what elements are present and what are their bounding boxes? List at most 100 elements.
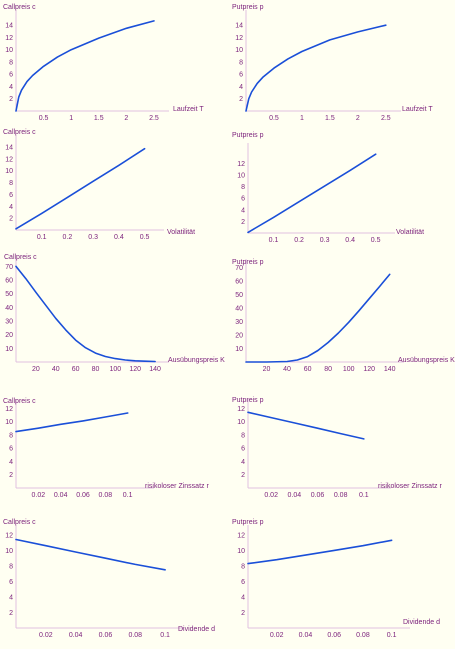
chart-3-y-tick-label: 4	[9, 204, 13, 211]
chart-7-y-tick-label: 8	[9, 432, 13, 439]
chart-9-x-axis-label: Dividende d	[178, 626, 215, 633]
chart-6-x-axis-label: Ausübungspreis K	[398, 357, 455, 364]
chart-6-y-tick-label: 70	[235, 265, 243, 272]
chart-5-y-tick-label: 20	[5, 332, 13, 339]
chart-6-y-tick-label: 30	[235, 319, 243, 326]
chart-10-y-tick-label: 4	[241, 594, 245, 601]
chart-4-y-tick-label: 6	[241, 196, 245, 203]
chart-2-y-tick-label: 6	[239, 72, 243, 79]
chart-10-x-tick-label: 0.08	[356, 632, 370, 639]
chart-1-y-tick-label: 14	[5, 23, 13, 30]
chart-3-y-tick-label: 12	[5, 156, 13, 163]
chart-9-y-tick-label: 8	[9, 563, 13, 570]
chart-3-series-line-1	[15, 147, 146, 230]
chart-4-x-tick-label: 0.5	[371, 237, 381, 244]
chart-2-y-axis-label: Putpreis p	[232, 4, 264, 11]
chart-3-x-tick-label: 0.1	[37, 234, 47, 241]
chart-10-y-tick-label: 8	[241, 563, 245, 570]
chart-1-x-tick-label: 1	[69, 115, 73, 122]
chart-10-x-axis-label: Dividende d	[403, 619, 440, 626]
chart-4-series-line-1	[247, 153, 377, 234]
chart-9-y-tick-label: 6	[9, 579, 13, 586]
chart-1-x-tick-label: 2	[124, 115, 128, 122]
chart-6-y-tick-label: 10	[235, 346, 243, 353]
chart-6-x-tick-label: 20	[263, 366, 271, 373]
chart-1-x-tick-label: 0.5	[39, 115, 49, 122]
chart-7-x-axis-label: risikoloser Zinssatz r	[145, 483, 209, 490]
chart-4-x-tick-label: 0.1	[269, 237, 279, 244]
chart-8-y-tick-label: 4	[241, 459, 245, 466]
chart-4-x-axis-label: Volatilität	[396, 229, 424, 236]
chart-7-y-tick-label: 6	[9, 446, 13, 453]
chart-9-x-tick-label: 0.04	[69, 632, 83, 639]
chart-3-y-tick-label: 8	[9, 180, 13, 187]
chart-4-y-tick-label: 12	[237, 161, 245, 168]
chart-8-series-line-1	[247, 411, 365, 440]
chart-5-y-tick-label: 30	[5, 319, 13, 326]
chart-3-x-tick-label: 0.2	[63, 234, 73, 241]
chart-1-y-tick-label: 12	[5, 35, 13, 42]
chart-5-x-tick-label: 40	[52, 366, 60, 373]
chart-5-y-tick-label: 70	[5, 264, 13, 271]
chart-7-x-tick-label: 0.1	[123, 492, 133, 499]
chart-8-x-tick-label: 0.06	[311, 492, 325, 499]
chart-6-y-tick-label: 50	[235, 292, 243, 299]
chart-4-y-tick-label: 8	[241, 184, 245, 191]
chart-3-y-tick-label: 10	[5, 168, 13, 175]
chart-5-x-tick-label: 120	[129, 366, 141, 373]
chart-9-series-line-1	[15, 538, 166, 571]
chart-3-x-axis-label: Volatilität	[167, 229, 195, 236]
chart-7-y-tick-label: 10	[5, 419, 13, 426]
chart-2-x-axis-label: Laufzeit T	[402, 106, 433, 113]
chart-7-y-axis-label: Callpreis c	[3, 398, 36, 405]
chart-2-x-tick-label: 2	[356, 115, 360, 122]
chart-7-y-tick-label: 12	[5, 406, 13, 413]
chart-1-y-tick-label: 4	[9, 84, 13, 91]
chart-8-y-tick-label: 8	[241, 432, 245, 439]
chart-8-y-tick-label: 6	[241, 446, 245, 453]
chart-6-y-axis-label: Putpreis p	[232, 259, 264, 266]
chart-9-x-tick-label: 0.02	[39, 632, 53, 639]
chart-1-y-tick-label: 10	[5, 47, 13, 54]
chart-1-x-tick-label: 1.5	[94, 115, 104, 122]
chart-9-y-axis-label: Callpreis c	[3, 519, 36, 526]
chart-8-x-tick-label: 0.08	[334, 492, 348, 499]
chart-8-y-tick-label: 10	[237, 419, 245, 426]
chart-10-y-tick-label: 12	[237, 532, 245, 539]
chart-5-y-axis-label: Callpreis c	[4, 254, 37, 261]
chart-7-x-tick-label: 0.08	[99, 492, 113, 499]
chart-1-y-axis-label: Callpreis c	[3, 4, 36, 11]
chart-9-y-tick-label: 12	[5, 532, 13, 539]
chart-2-y-tick-label: 12	[235, 35, 243, 42]
chart-5-y-tick-label: 60	[5, 278, 13, 285]
chart-1-y-tick-label: 8	[9, 59, 13, 66]
chart-7-x-tick-label: 0.02	[32, 492, 46, 499]
chart-6-series-line-1	[245, 273, 391, 363]
chart-2-y-tick-label: 2	[239, 96, 243, 103]
chart-5-x-tick-label: 80	[92, 366, 100, 373]
chart-1-y-tick-label: 2	[9, 96, 13, 103]
chart-4-x-tick-label: 0.3	[320, 237, 330, 244]
chart-8-y-axis-label: Putpreis p	[232, 397, 264, 404]
chart-10-x-tick-label: 0.06	[327, 632, 341, 639]
chart-10-x-tick-label: 0.04	[299, 632, 313, 639]
chart-4-y-tick-label: 10	[237, 173, 245, 180]
chart-5-series-line-1	[15, 265, 156, 363]
chart-3-y-tick-label: 14	[5, 144, 13, 151]
chart-3-y-axis-label: Callpreis c	[3, 129, 36, 136]
chart-6-x-tick-label: 80	[324, 366, 332, 373]
chart-4-x-tick-label: 0.4	[345, 237, 355, 244]
chart-10-y-tick-label: 6	[241, 579, 245, 586]
chart-8-x-tick-label: 0.1	[359, 492, 369, 499]
chart-5-x-tick-label: 20	[32, 366, 40, 373]
chart-7-x-tick-label: 0.06	[76, 492, 90, 499]
chart-5-x-tick-label: 140	[149, 366, 161, 373]
chart-1-series-line-1	[15, 20, 155, 112]
chart-3-x-tick-label: 0.5	[140, 234, 150, 241]
chart-4-y-tick-label: 2	[241, 219, 245, 226]
chart-5-x-tick-label: 60	[72, 366, 80, 373]
chart-6-x-tick-label: 60	[304, 366, 312, 373]
chart-2-x-tick-label: 0.5	[269, 115, 279, 122]
chart-2-y-tick-label: 10	[235, 47, 243, 54]
chart-10-x-tick-label: 0.1	[387, 632, 397, 639]
